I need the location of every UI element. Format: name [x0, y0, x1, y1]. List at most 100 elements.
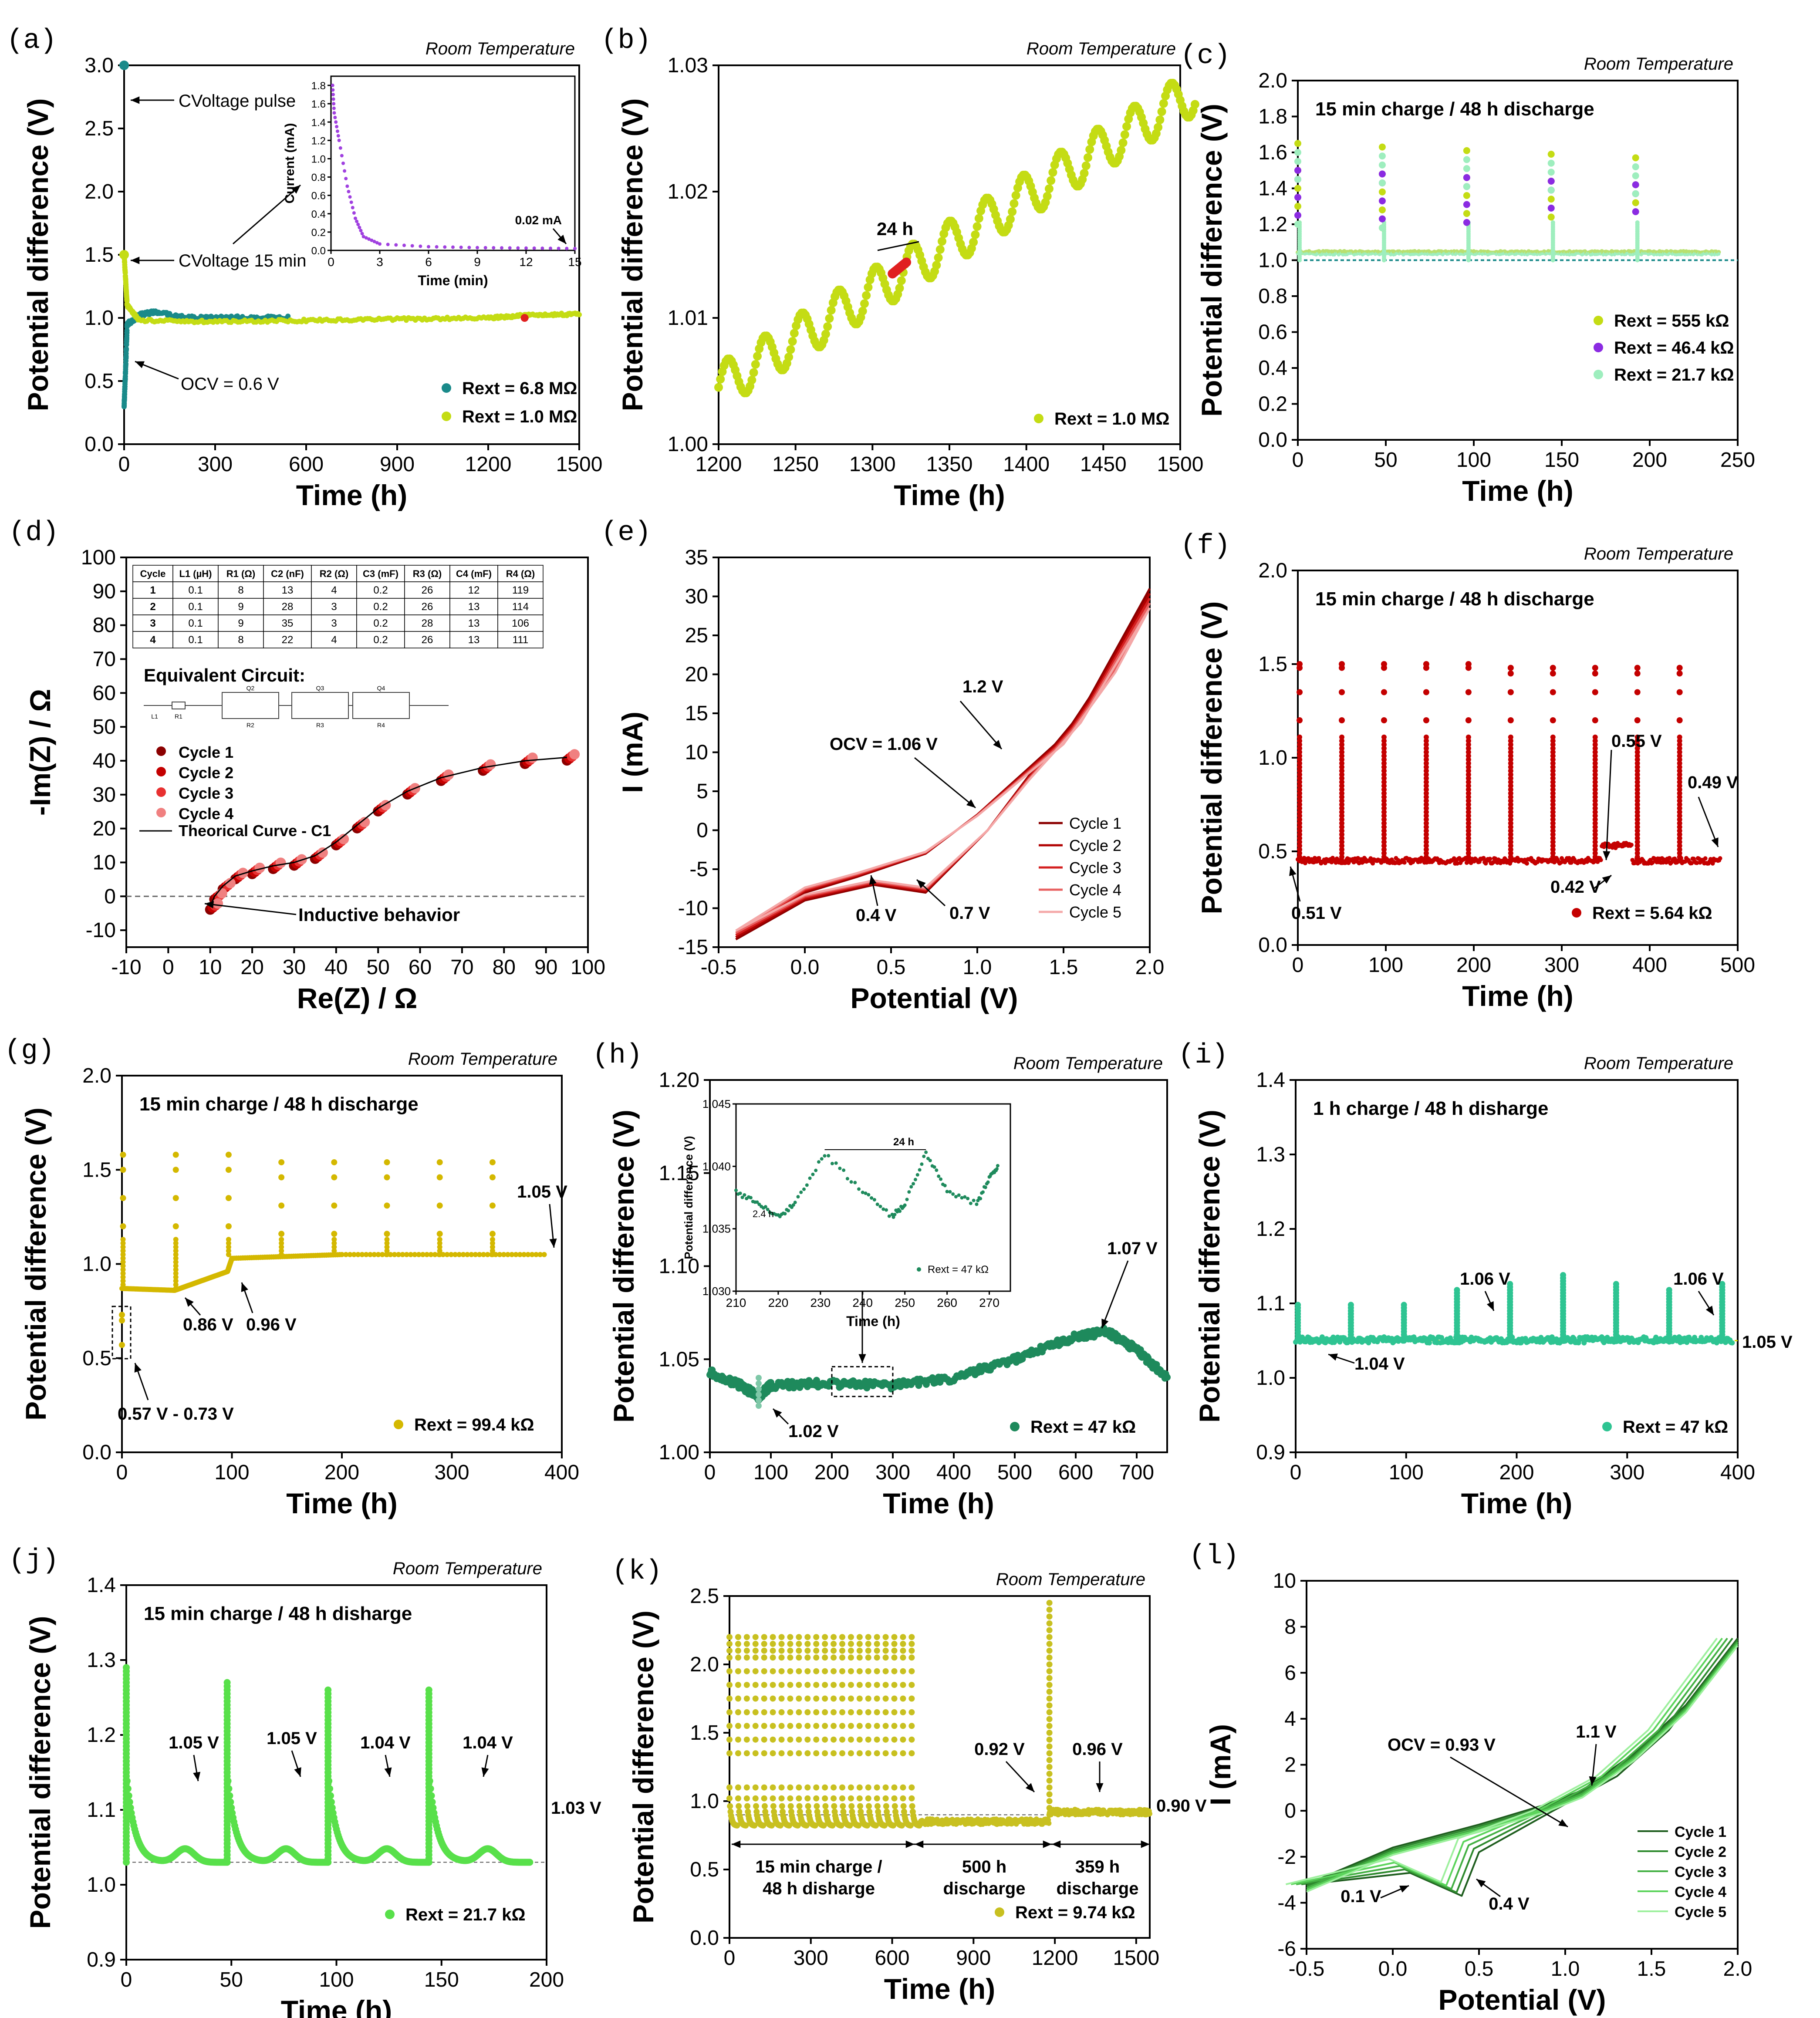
inset-point: [338, 138, 341, 142]
table-header: R3 (Ω): [413, 568, 442, 579]
inset-point: [918, 1168, 922, 1171]
data-point: [784, 353, 793, 361]
annotation-text: 0.57 V - 0.73 V: [118, 1404, 234, 1424]
charge-dot: [1381, 689, 1387, 695]
legend-marker: [1010, 1422, 1020, 1431]
panel-subtitle: 15 min charge / 48 h discharge: [1315, 588, 1594, 610]
charge-dot: [384, 1159, 390, 1165]
annotation-text: 1.05 V: [1742, 1333, 1793, 1352]
y-tick-label: 2.0: [82, 1064, 111, 1087]
x-tick-label: 10: [199, 956, 222, 979]
data-point: [714, 383, 723, 392]
data-point: [1294, 167, 1301, 174]
charge-dot: [226, 1223, 232, 1229]
panel-c: 0 50 100 150 200 2500.00.20.40.60.81.01.21.41…: [1180, 40, 1755, 507]
legend-label: Rext = 1.0 MΩ: [1054, 409, 1169, 429]
data-point: [1703, 856, 1708, 861]
data-point: [1463, 156, 1470, 163]
data-point: [1381, 735, 1387, 740]
data-point: [751, 360, 760, 369]
x-tick-label: 200: [529, 1968, 564, 1991]
panel-label: (d): [9, 517, 59, 549]
data-point: [753, 352, 762, 361]
y-tick-label: 10: [685, 741, 708, 764]
arrow-head: [1712, 837, 1719, 847]
inset-x-tick-label: 12: [519, 255, 533, 269]
plot-frame: [1296, 1080, 1738, 1452]
table-value: 28: [282, 601, 294, 613]
y-tick-label: 0.5: [84, 370, 114, 393]
inset-point: [354, 216, 357, 220]
data-point: [1294, 212, 1301, 219]
inset-point: [361, 232, 364, 235]
inset-point: [451, 246, 455, 249]
data-point: [1379, 162, 1386, 169]
y-tick-label: 20: [685, 663, 708, 686]
x-tick-label: 1.0: [963, 956, 992, 979]
y-tick-label: 1.0: [82, 1253, 111, 1276]
charge-dot: [490, 1174, 496, 1181]
data-point: [527, 753, 538, 763]
inset-point: [337, 134, 340, 138]
charge-dot: [1339, 717, 1345, 723]
data-point: [1632, 163, 1639, 170]
data-point: [1548, 187, 1555, 194]
circuit-label: R2: [246, 722, 254, 729]
charge-dot: [1634, 717, 1641, 723]
inset-point: [355, 219, 358, 223]
y-tick-label: 0.8: [1258, 285, 1287, 308]
data-point: [716, 375, 725, 384]
inset-y-tick-label: 1.040: [702, 1160, 731, 1173]
data-point: [276, 857, 286, 868]
figure-canvas: 0 300 600 900 1200 15000.00.51.01.52.02.53.0T…: [0, 0, 1820, 2018]
inset-point: [332, 98, 335, 101]
y-tick-label: 50: [93, 715, 116, 739]
data-point: [1080, 169, 1089, 178]
x-tick-label: 400: [936, 1461, 971, 1484]
inset-point: [331, 88, 334, 92]
highlight-point: [902, 257, 911, 267]
legend-label: Cycle 3: [179, 784, 233, 802]
legend-marker: [394, 1420, 403, 1429]
inset-point: [817, 1160, 821, 1164]
inset-x-tick-label: 3: [376, 255, 383, 269]
charge-dot: [278, 1202, 284, 1208]
data-point: [825, 314, 834, 323]
y-axis-label: Potential difference (V): [22, 98, 54, 412]
data-point: [1525, 861, 1529, 866]
annotation-text: 1.06 V: [1460, 1269, 1510, 1289]
data-point: [1379, 171, 1386, 178]
data-point: [225, 1778, 232, 1785]
data-point: [1632, 190, 1639, 197]
annotation-text: 0.55 V: [1611, 732, 1662, 751]
data-point: [1122, 122, 1131, 131]
annotation-text: 0.49 V: [1688, 773, 1738, 792]
x-tick-label: 150: [424, 1968, 459, 1991]
table-header: C3 (mF): [363, 568, 398, 579]
data-point: [1010, 199, 1018, 208]
inset-x-tick-label: 220: [768, 1296, 789, 1309]
legend-marker: [156, 787, 166, 797]
panel-subtitle: 15 min charge / 48 h disharge: [144, 1603, 412, 1624]
data-point: [936, 245, 945, 254]
charge-dot: [120, 1152, 126, 1158]
table-value: 119: [512, 584, 529, 596]
data-point: [1294, 194, 1301, 201]
data-point: [786, 345, 795, 354]
y-tick-label: 10: [93, 851, 116, 874]
x-tick-label: 1500: [1157, 453, 1204, 476]
annotation-text: 0.86 V: [183, 1315, 233, 1334]
data-point: [1379, 216, 1386, 223]
y-tick-label: 0.0: [82, 1441, 111, 1464]
inset-point: [484, 246, 487, 250]
data-point: [1045, 184, 1054, 193]
panel-f: 0 100 200 300 400 5000.00.51.01.52.0Time (h)P…: [1180, 530, 1755, 1012]
data-point: [1463, 183, 1470, 190]
table-header: C4 (mF): [456, 568, 492, 579]
data-point: [1294, 158, 1301, 165]
inset-y-label: Potential difference (V): [682, 1136, 695, 1259]
arrow-head: [1328, 1353, 1338, 1360]
x-tick-label: -10: [111, 956, 141, 979]
inset-legend: Rext = 47 kΩ: [928, 1264, 989, 1276]
data-point: [1717, 252, 1720, 256]
